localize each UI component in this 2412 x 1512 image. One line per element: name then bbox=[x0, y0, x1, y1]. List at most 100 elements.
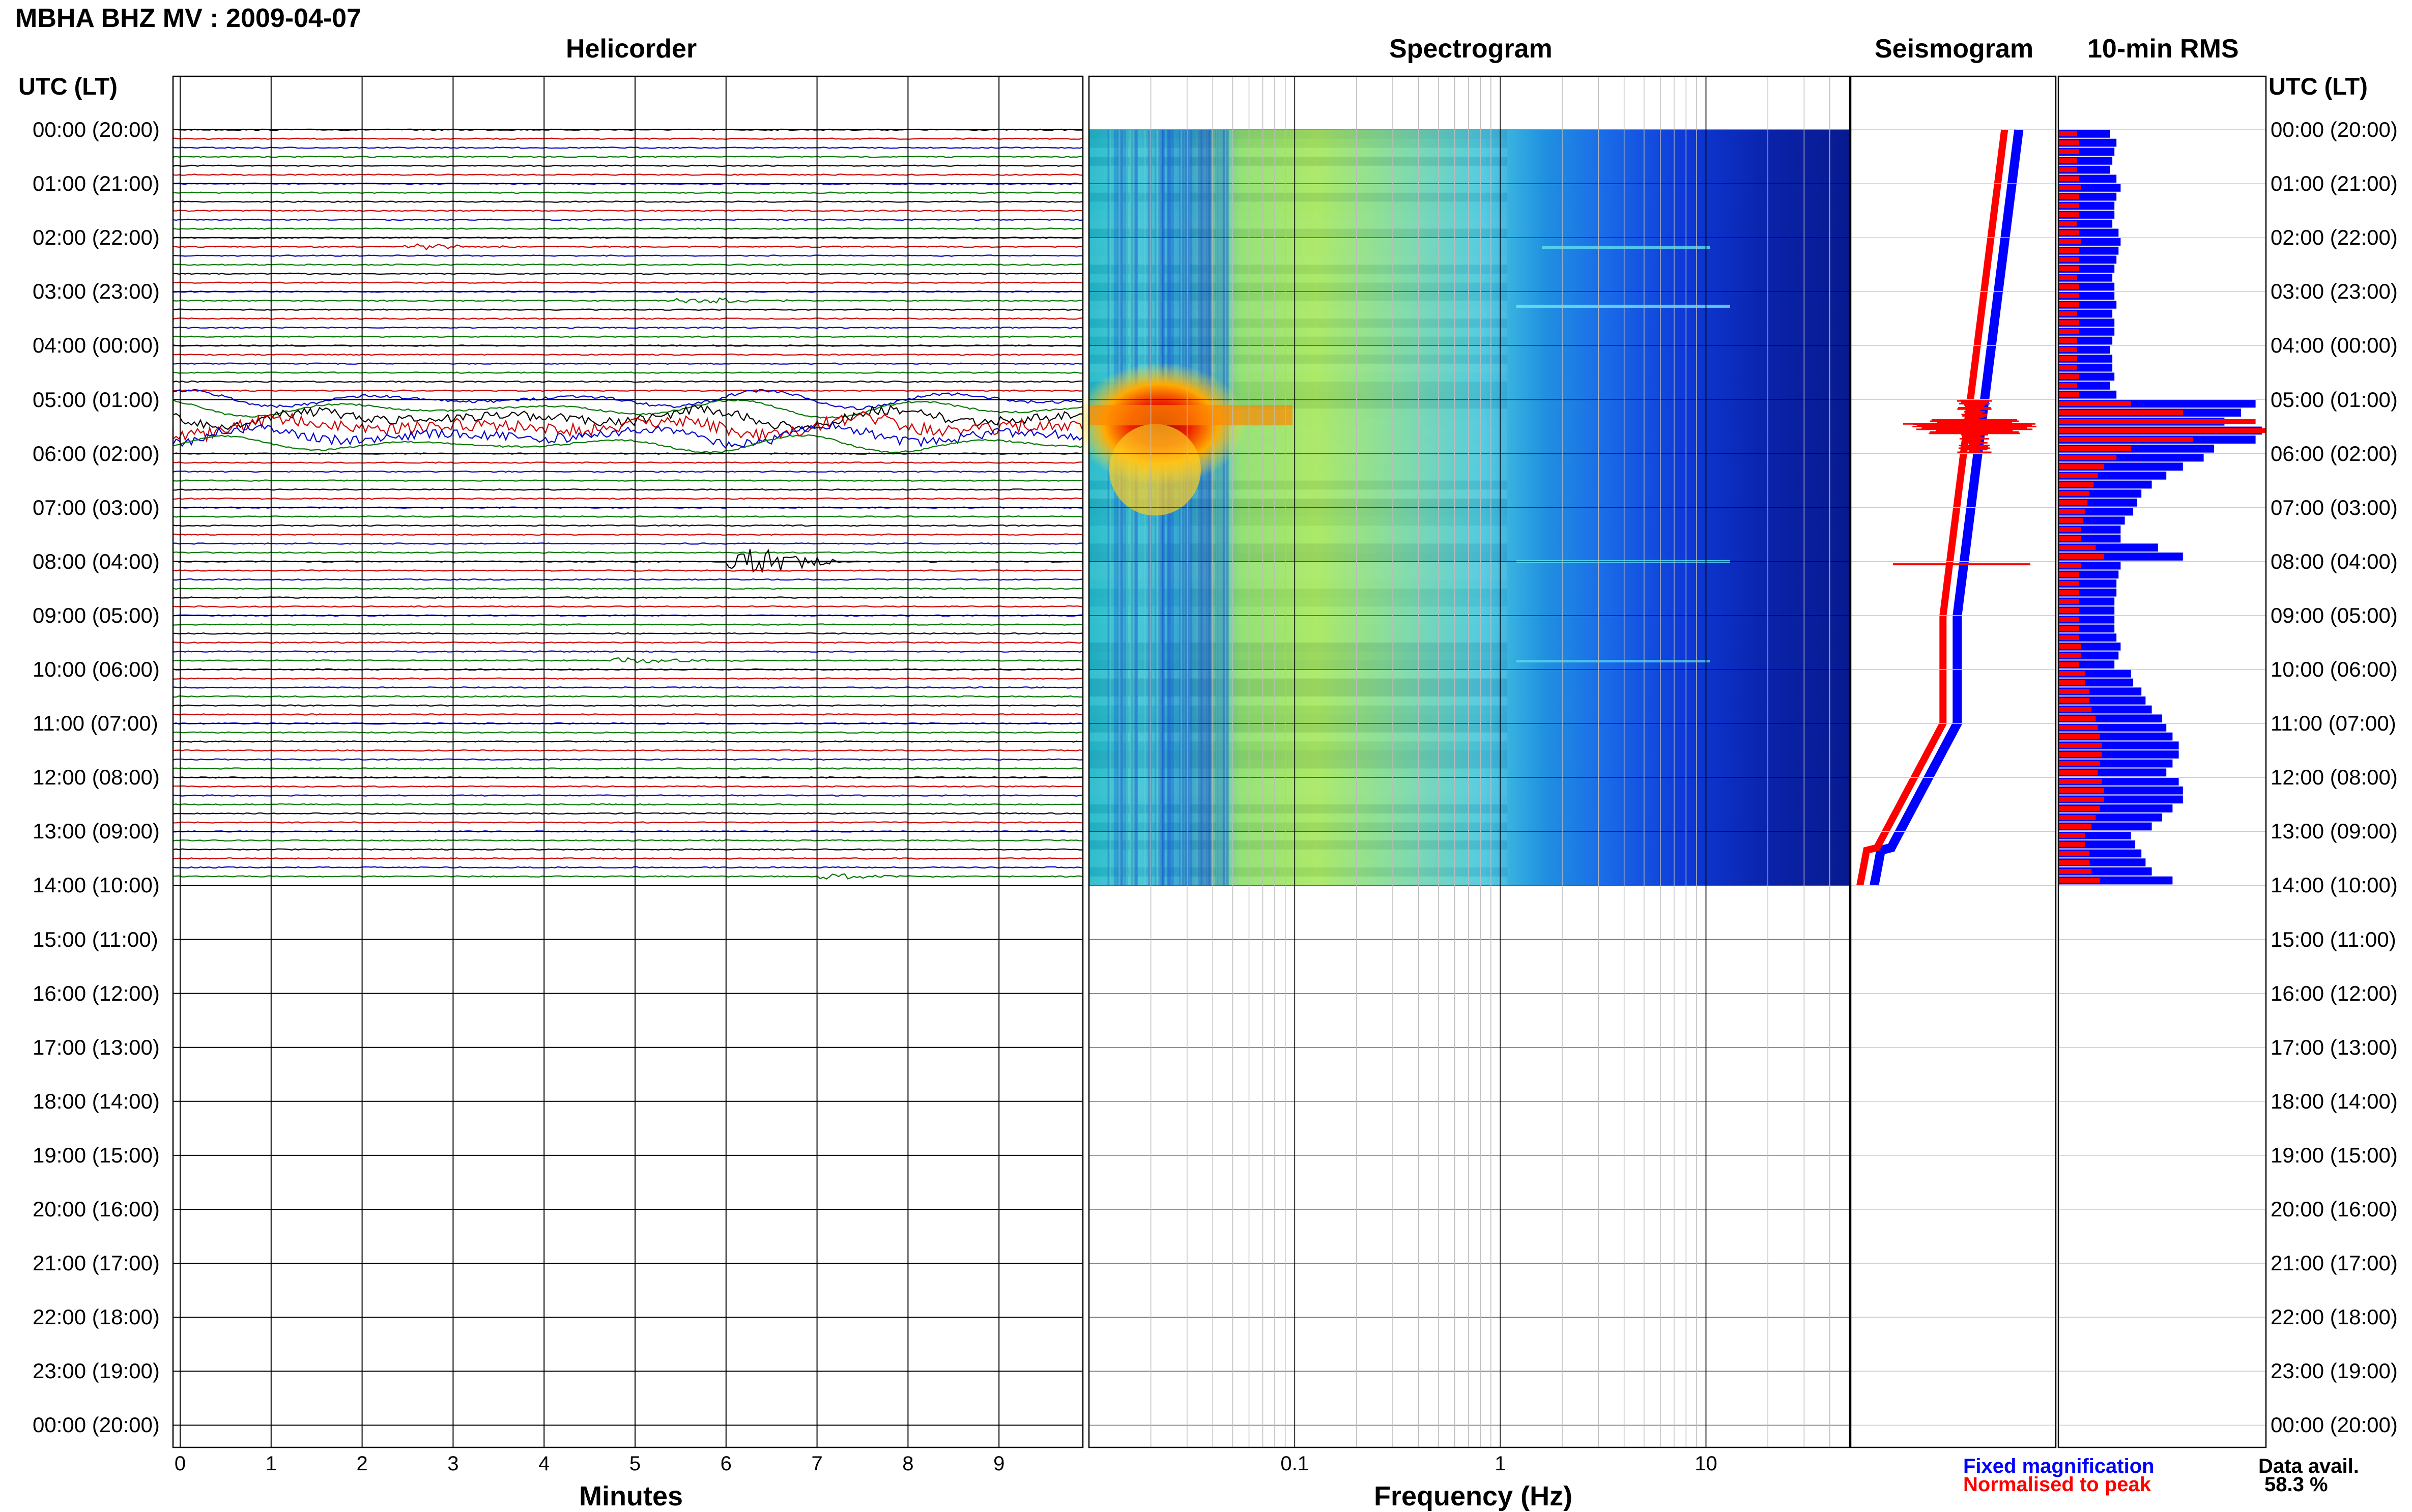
rms-bar-normalised bbox=[2058, 527, 2081, 532]
spectrogram-tick-label: 10 bbox=[1695, 1452, 1717, 1475]
helicorder-trace bbox=[172, 326, 1083, 329]
time-label-right: 07:00 (03:00) bbox=[2271, 495, 2398, 519]
spectrogram-row-texture bbox=[1089, 292, 1508, 301]
rms-bar-normalised bbox=[2058, 320, 2079, 326]
time-label-left: 19:00 (15:00) bbox=[33, 1143, 160, 1167]
rms-bar-normalised bbox=[2058, 878, 2100, 883]
helicorder-tick-label: 5 bbox=[629, 1452, 641, 1475]
rms-bar-normalised bbox=[2058, 590, 2079, 595]
spectrogram-row-texture bbox=[1089, 732, 1508, 742]
spectrogram-row-texture bbox=[1089, 705, 1508, 715]
spectrogram-title: Spectrogram bbox=[1389, 34, 1553, 64]
time-label-right: 21:00 (17:00) bbox=[2271, 1251, 2398, 1275]
helicorder-trace bbox=[172, 758, 1083, 761]
time-label-left: 10:00 (06:00) bbox=[33, 657, 160, 681]
rms-bar-normalised bbox=[2058, 851, 2090, 856]
rms-bar-normalised bbox=[2058, 401, 2131, 406]
rms-bar-normalised bbox=[2058, 662, 2079, 667]
rms-bar-normalised bbox=[2058, 770, 2098, 775]
helicorder-trace bbox=[172, 848, 1083, 851]
helicorder-trace bbox=[172, 794, 1083, 797]
rms-bar-normalised bbox=[2058, 779, 2102, 784]
rms-bar-normalised bbox=[2058, 428, 2266, 433]
time-label-left: 04:00 (00:00) bbox=[33, 333, 160, 358]
spectrogram-row-texture bbox=[1089, 499, 1508, 508]
helicorder-tick-label: 6 bbox=[720, 1452, 732, 1475]
time-label-right: 06:00 (02:00) bbox=[2271, 441, 2398, 466]
spectrogram-row-texture bbox=[1089, 597, 1508, 607]
rms-bar-normalised bbox=[2058, 626, 2079, 631]
helicorder-trace bbox=[173, 308, 1083, 311]
helicorder-trace bbox=[172, 200, 1083, 203]
spectrogram-row-texture bbox=[1089, 741, 1508, 751]
spectrogram-row-texture bbox=[1089, 130, 1508, 139]
spectrogram-row-texture bbox=[1089, 219, 1508, 229]
spectrogram-row-texture bbox=[1089, 678, 1508, 688]
time-label-left: 17:00 (13:00) bbox=[33, 1035, 160, 1059]
spectrogram-row-texture bbox=[1089, 822, 1508, 832]
helicorder-tick-label: 7 bbox=[811, 1452, 823, 1475]
time-label-right: 18:00 (14:00) bbox=[2271, 1089, 2398, 1113]
helicorder-trace bbox=[172, 272, 1083, 275]
rms-bar-normalised bbox=[2058, 788, 2104, 793]
rms-bar-normalised bbox=[2058, 392, 2079, 397]
helicorder-trace bbox=[172, 209, 1083, 212]
time-label-right: 20:00 (16:00) bbox=[2271, 1197, 2398, 1221]
helicorder-trace bbox=[172, 587, 1083, 590]
time-label-right: 12:00 (08:00) bbox=[2271, 765, 2398, 790]
time-label-left: 21:00 (17:00) bbox=[33, 1251, 160, 1275]
rms-bar-normalised bbox=[2058, 473, 2098, 478]
spectrogram-row-texture bbox=[1089, 696, 1508, 706]
rms-bar-normalised bbox=[2058, 806, 2100, 811]
helicorder-traces bbox=[172, 128, 1084, 880]
rms-bar-normalised bbox=[2058, 221, 2077, 226]
spectrogram-row-texture bbox=[1089, 184, 1508, 193]
rms-bar-normalised bbox=[2058, 797, 2104, 802]
time-label-left: 05:00 (01:00) bbox=[33, 387, 160, 412]
helicorder-trace bbox=[172, 155, 1083, 158]
spectrogram-row-texture bbox=[1089, 175, 1508, 184]
helicorder-tick-label: 9 bbox=[993, 1452, 1005, 1475]
helicorder-trace bbox=[172, 677, 1083, 680]
spectrogram-row-texture bbox=[1089, 553, 1508, 562]
helicorder-trace bbox=[172, 434, 1083, 454]
spectrogram-row-texture bbox=[1089, 328, 1508, 337]
rms-bar-normalised bbox=[2058, 446, 2131, 451]
time-label-left: 11:00 (07:00) bbox=[33, 711, 158, 736]
helicorder-trace bbox=[172, 785, 1083, 788]
helicorder-trace bbox=[172, 404, 1083, 430]
helicorder-trace bbox=[172, 857, 1083, 860]
spectrogram-row-texture bbox=[1089, 282, 1508, 292]
time-label-right: 14:00 (10:00) bbox=[2271, 873, 2398, 897]
time-label-right: 13:00 (09:00) bbox=[2271, 819, 2398, 844]
time-label-right: 10:00 (06:00) bbox=[2271, 657, 2398, 681]
spectrogram-row-texture bbox=[1089, 831, 1508, 840]
spectrogram-row-texture bbox=[1089, 355, 1508, 364]
rms-bar-normalised bbox=[2058, 716, 2096, 721]
time-label-right: 03:00 (23:00) bbox=[2271, 279, 2398, 304]
legend-fixed: Fixed magnification bbox=[1963, 1455, 2155, 1477]
time-label-left: 02:00 (22:00) bbox=[33, 225, 160, 250]
spectrogram-row-texture bbox=[1089, 228, 1508, 238]
time-label-right: 05:00 (01:00) bbox=[2271, 387, 2398, 412]
helicorder-trace bbox=[172, 542, 1083, 545]
helicorder-title: Helicorder bbox=[566, 34, 697, 64]
helicorder-trace bbox=[172, 740, 1083, 743]
rms-bar-normalised bbox=[2058, 833, 2085, 838]
spectrogram-row-texture bbox=[1089, 588, 1508, 598]
spectrogram-xlabel: Frequency (Hz) bbox=[1374, 1481, 1573, 1511]
rms-bar-normalised bbox=[2058, 617, 2079, 622]
helicorder-trace bbox=[172, 713, 1083, 716]
rms-bar-normalised bbox=[2058, 725, 2098, 730]
helicorder-trace bbox=[172, 218, 1083, 221]
spectrogram-row-texture bbox=[1089, 714, 1508, 724]
helicorder-trace bbox=[172, 137, 1083, 140]
helicorder-trace bbox=[172, 596, 1083, 599]
time-label-left: 18:00 (14:00) bbox=[33, 1089, 160, 1113]
spectrogram-row-texture bbox=[1089, 318, 1508, 328]
rms-bar-normalised bbox=[2058, 347, 2077, 353]
spectrogram-row-texture bbox=[1089, 238, 1508, 247]
helicorder-trace bbox=[172, 411, 1084, 443]
helicorder-trace bbox=[172, 389, 1083, 411]
time-label-right: 15:00 (11:00) bbox=[2271, 927, 2396, 951]
